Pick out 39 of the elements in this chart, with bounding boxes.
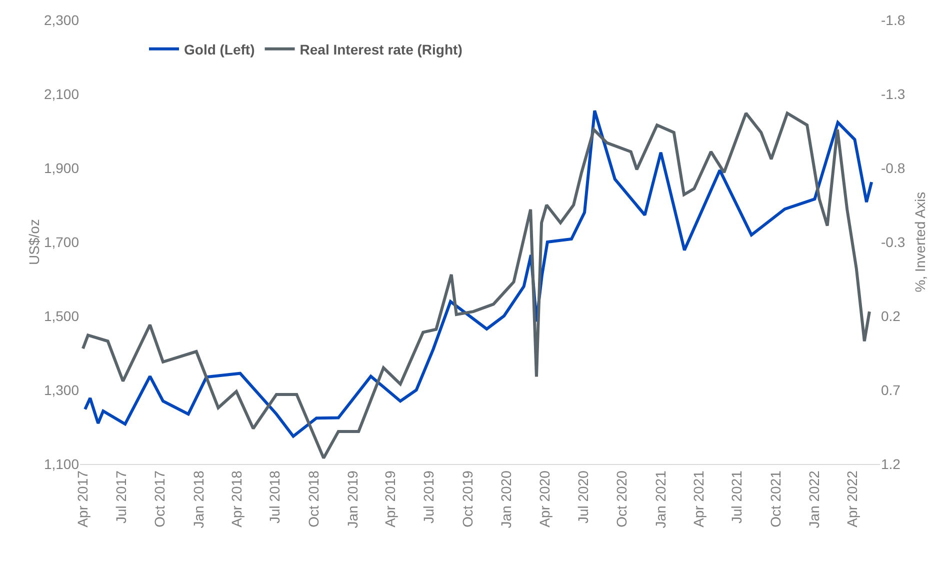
y2-tick-label: 0.2	[881, 308, 901, 324]
y2-tick-label: -1.8	[881, 12, 906, 28]
y-tick-label: 1,500	[44, 308, 80, 324]
y-tick-label: 1,900	[44, 160, 80, 176]
y2-tick-label: 1.2	[881, 456, 901, 472]
x-tick-label: Oct 2017	[152, 470, 168, 528]
y-tick-label: 2,300	[44, 12, 80, 28]
y-tick-label: 1,100	[44, 456, 80, 472]
x-tick-label: Apr 2019	[382, 470, 398, 528]
x-tick-label: Jan 2022	[806, 470, 822, 528]
x-tick-label: Oct 2020	[614, 470, 630, 528]
y2-tick-label: -1.3	[881, 86, 906, 102]
x-tick-label: Apr 2022	[844, 470, 860, 528]
y2-axis-title: %, Inverted Axis	[912, 192, 928, 292]
x-tick-label: Jul 2017	[112, 470, 129, 524]
x-tick-label: Oct 2018	[305, 470, 322, 528]
x-tick-label: Jan 2018	[190, 470, 206, 528]
x-tick-label: Jul 2020	[574, 470, 591, 524]
x-tick-label: Apr 2018	[228, 470, 244, 528]
x-tick-label: Oct 2021	[767, 470, 784, 528]
x-tick-label: Apr 2017	[74, 470, 90, 528]
y2-tick-label: -0.8	[881, 160, 906, 176]
x-tick-label: Jul 2018	[266, 470, 283, 524]
y-axis-title: US$/oz	[26, 219, 42, 265]
x-tick-label: Jul 2021	[728, 470, 745, 524]
legend-label: Gold (Left)	[184, 41, 255, 58]
x-tick-label: Oct 2019	[459, 470, 476, 528]
x-tick-label: Jan 2020	[498, 470, 514, 528]
y-tick-label: 1,300	[44, 382, 80, 398]
y2-tick-label: -0.3	[881, 234, 906, 250]
x-tick-label: Jan 2021	[652, 470, 668, 528]
x-tick-label: Apr 2020	[536, 470, 552, 528]
x-tick-label: Apr 2021	[690, 470, 706, 528]
y-tick-label: 2,100	[44, 86, 80, 102]
x-tick-label: Jul 2019	[420, 470, 437, 524]
y-tick-label: 1,700	[44, 234, 80, 250]
x-tick-label: Jan 2019	[344, 470, 360, 528]
legend-label: Real Interest rate (Right)	[300, 41, 462, 58]
y2-tick-label: 0.7	[881, 382, 901, 398]
